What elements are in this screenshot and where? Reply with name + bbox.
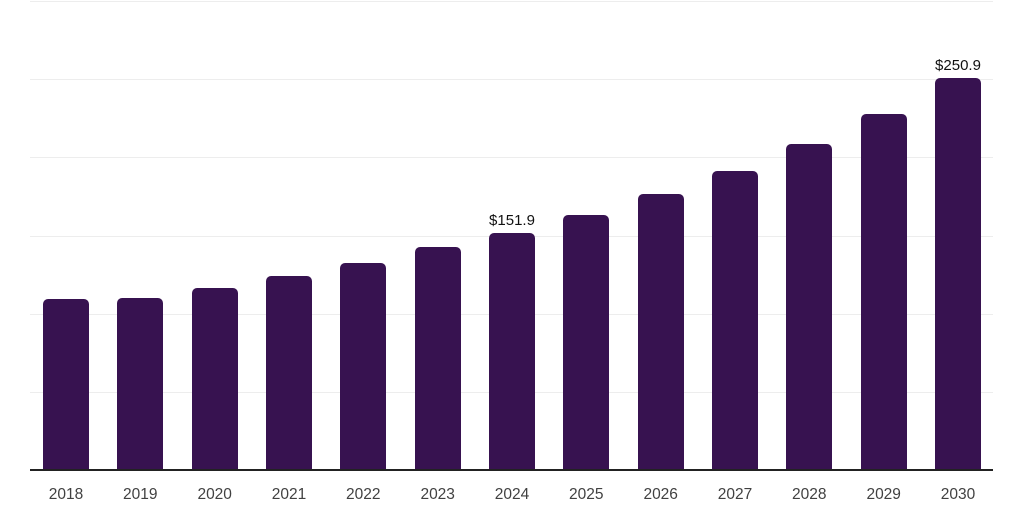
bar-2022 — [340, 263, 387, 470]
x-tick-label: 2022 — [346, 486, 381, 503]
bar-2024 — [489, 232, 535, 470]
bar-2027 — [712, 170, 758, 470]
bar-2025 — [563, 214, 610, 470]
gridline — [30, 157, 993, 159]
x-axis-line — [30, 469, 993, 471]
bar-2030 — [935, 77, 981, 470]
x-tick-label: 2028 — [792, 486, 827, 503]
bar-2023 — [414, 247, 461, 470]
x-tick-label: 2024 — [494, 486, 530, 503]
bar-2028 — [786, 144, 833, 470]
bar-2026 — [637, 194, 684, 470]
x-tick-label: 2025 — [569, 486, 604, 503]
bar-2020 — [191, 287, 238, 470]
bar-2029 — [860, 114, 907, 470]
x-tick-label: 2023 — [420, 486, 455, 503]
x-tick-label: 2021 — [271, 486, 307, 503]
x-tick-label: 2019 — [123, 486, 158, 503]
gridline — [30, 1, 993, 2]
value-label: $151.9 — [489, 211, 535, 229]
x-tick-label: 2020 — [197, 486, 232, 503]
x-tick-label: 2027 — [717, 486, 753, 503]
x-tick-label: 2029 — [866, 486, 901, 503]
bar-2021 — [266, 275, 312, 470]
x-tick-label: 2018 — [48, 486, 84, 503]
x-tick-label: 2030 — [940, 486, 976, 503]
gridline — [30, 79, 993, 81]
bar-2018 — [43, 298, 89, 470]
bar-2019 — [117, 298, 164, 470]
x-tick-label: 2026 — [643, 486, 678, 503]
value-label: $250.9 — [935, 56, 981, 74]
